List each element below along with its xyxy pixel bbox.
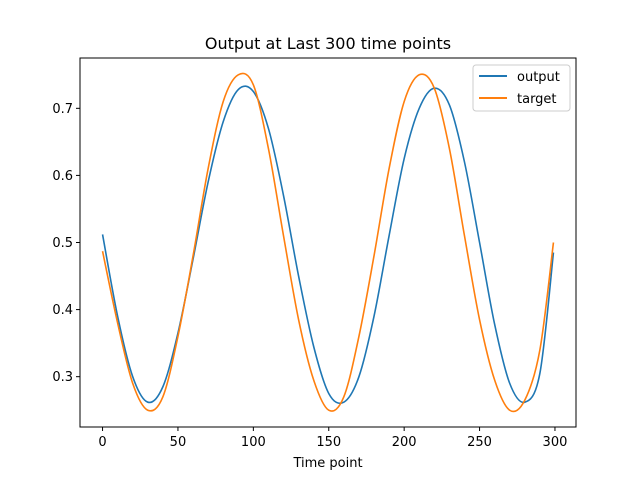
y-tick-label: 0.5	[52, 236, 73, 251]
series-line-target	[101, 72, 555, 413]
x-tick-label: 150	[316, 435, 341, 450]
x-tick-label: 100	[241, 435, 266, 450]
x-tick-label: 0	[98, 435, 106, 450]
x-axis-label: Time point	[292, 456, 362, 471]
x-tick-label: 250	[467, 435, 492, 450]
chart-title: Output at Last 300 time points	[205, 34, 451, 53]
x-tick-label: 50	[170, 435, 187, 450]
legend-label-output: output	[517, 70, 560, 85]
y-tick-label: 0.7	[52, 102, 73, 117]
y-tick-label: 0.6	[52, 169, 73, 184]
y-tick-label: 0.3	[52, 370, 73, 385]
legend-label-target: target	[517, 92, 557, 107]
x-axis: 0 50 100 150 200 250 300	[98, 427, 567, 450]
x-tick-label: 200	[392, 435, 417, 450]
legend: output target	[472, 64, 571, 112]
x-tick-label: 300	[543, 435, 568, 450]
y-axis: 0.3 0.4 0.5 0.6 0.7	[52, 102, 80, 385]
y-tick-label: 0.4	[52, 303, 73, 318]
series-layer	[101, 72, 555, 413]
